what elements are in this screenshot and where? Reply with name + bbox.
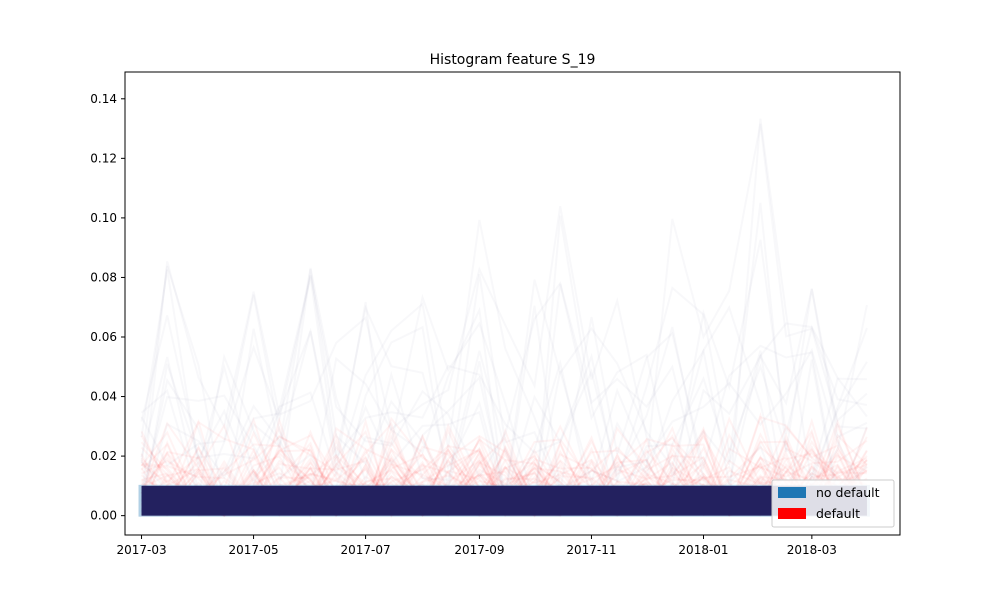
default-series-line bbox=[140, 268, 868, 498]
default-series-line bbox=[140, 123, 868, 508]
legend: no default default bbox=[771, 479, 895, 528]
x-axis: 2017-03 2017-05 2017-07 2017-09 2017-11 2018-… bbox=[116, 535, 837, 557]
plot-frame bbox=[124, 71, 901, 536]
legend-label-no-default: no default bbox=[816, 485, 880, 500]
default-series-line bbox=[140, 416, 868, 517]
y-tick-label: 0.14 bbox=[90, 92, 117, 106]
default-series-line bbox=[140, 206, 868, 502]
default-series-line bbox=[140, 418, 868, 517]
default-series-line bbox=[140, 202, 867, 515]
y-tick-label: 0.08 bbox=[90, 270, 117, 284]
default-series-line bbox=[140, 293, 868, 509]
x-tick-label: 2018-01 bbox=[678, 543, 728, 557]
legend-swatch-default bbox=[778, 508, 806, 519]
y-tick-label: 0.00 bbox=[90, 509, 117, 523]
y-axis: 0.00 0.02 0.04 0.06 0.08 0.10 0.12 0.14 bbox=[90, 92, 125, 523]
default-series-line bbox=[140, 274, 868, 500]
y-tick-label: 0.04 bbox=[90, 390, 117, 404]
x-tick-label: 2017-03 bbox=[116, 543, 166, 557]
x-tick-label: 2017-09 bbox=[454, 543, 504, 557]
x-tick-label: 2017-05 bbox=[228, 543, 278, 557]
legend-swatch-no-default bbox=[778, 487, 806, 498]
y-tick-label: 0.10 bbox=[90, 211, 117, 225]
x-tick-label: 2018-03 bbox=[787, 543, 837, 557]
x-tick-label: 2017-11 bbox=[566, 543, 616, 557]
no-default-band bbox=[141, 485, 867, 516]
y-tick-label: 0.06 bbox=[90, 330, 117, 344]
no-default-series-band bbox=[138, 484, 870, 517]
default-series-line bbox=[140, 418, 868, 518]
legend-label-default: default bbox=[816, 506, 860, 521]
chart-title: Histogram feature S_19 bbox=[430, 52, 596, 68]
y-tick-label: 0.02 bbox=[90, 449, 117, 463]
x-tick-label: 2017-07 bbox=[341, 543, 391, 557]
y-tick-label: 0.12 bbox=[90, 151, 117, 165]
plot-area bbox=[125, 72, 900, 535]
default-series-line bbox=[140, 219, 867, 513]
